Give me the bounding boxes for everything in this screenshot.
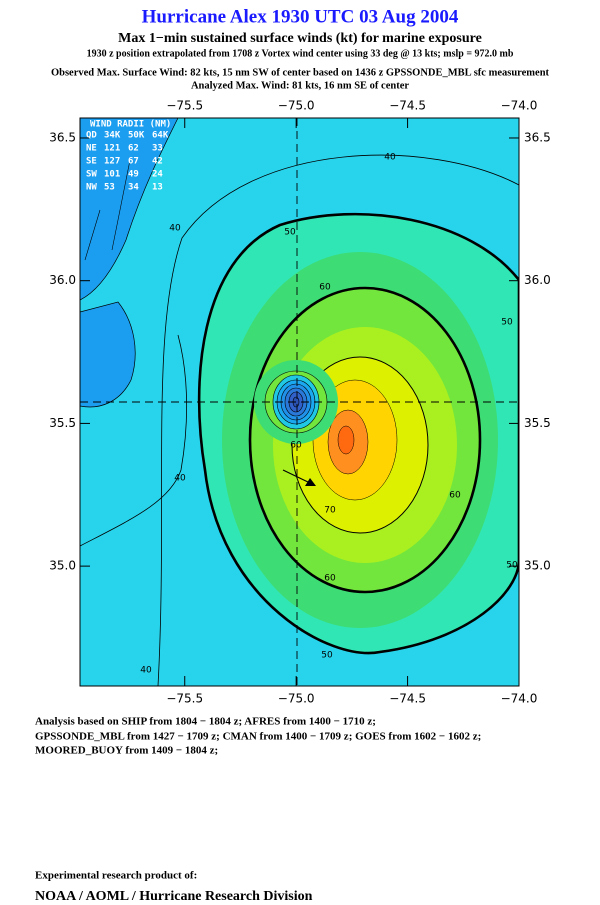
contour-labels: 40 40 40 40 50 50 50 50 60 60 60 60 70 — [140, 153, 518, 676]
contour-label: 40 — [174, 474, 186, 484]
radii-cell: NW — [86, 183, 97, 193]
radii-cell: NE — [86, 144, 97, 154]
y-tick-label: 35.5 — [49, 416, 76, 430]
motion-arrow-head — [305, 478, 316, 486]
radii-title: WIND RADII (NM) — [90, 120, 171, 130]
motion-arrow — [282, 469, 311, 484]
radii-cell: 42 — [152, 157, 163, 167]
y-tick-label: 35.5 — [524, 416, 551, 430]
radii-cell: 67 — [128, 157, 139, 167]
land — [80, 118, 179, 301]
wind-band — [337, 425, 355, 455]
title: Hurricane Alex 1930 UTC 03 Aug 2004 — [142, 6, 459, 27]
radii-header: 34K — [104, 131, 121, 141]
x-tick-label: −75.0 — [278, 692, 315, 706]
footer-note: Experimental research product of: — [35, 870, 197, 882]
contour-label: 40 — [384, 153, 396, 163]
radii-header: 64K — [152, 131, 169, 141]
analyzed-wind: Analyzed Max. Wind: 81 kts, 16 nm SE of … — [191, 80, 409, 91]
contour-label: 50 — [506, 561, 518, 571]
analysis-line: Analysis based on SHIP from 1804 − 1804 … — [35, 716, 376, 728]
axes: −75.5 −75.5 −75.0 −75.0 −74.5 −74.5 −74.0 −74.0… — [49, 99, 550, 706]
radii-cell: 49 — [128, 170, 139, 180]
contour-label: 50 — [321, 651, 333, 661]
radii-cell: 62 — [128, 144, 139, 154]
y-tick-label: 36.0 — [524, 273, 551, 287]
x-tick-label: −74.0 — [501, 692, 538, 706]
contour-label: 70 — [324, 506, 336, 516]
plot-frame — [79, 117, 520, 687]
contour-label: 40 — [169, 224, 181, 234]
radii-cell: 34 — [128, 183, 139, 193]
radii-header: QD — [86, 131, 97, 141]
y-tick-label: 36.5 — [524, 130, 551, 144]
observed-wind: Observed Max. Surface Wind: 82 kts, 15 n… — [51, 67, 550, 78]
radii-cell: 127 — [104, 157, 120, 167]
x-tick-label: −74.0 — [501, 99, 538, 113]
y-tick-label: 35.0 — [524, 559, 551, 573]
radii-cell: 33 — [152, 144, 163, 154]
radii-cell: SE — [86, 157, 97, 167]
x-tick-label: −75.5 — [166, 99, 203, 113]
contour-label: 60 — [319, 283, 331, 293]
contour-line — [157, 154, 519, 686]
x-tick-label: −75.0 — [278, 99, 315, 113]
contour-label: 50 — [284, 228, 296, 238]
contour-label: 60 — [324, 574, 336, 584]
land — [80, 301, 136, 408]
map-field — [80, 118, 519, 686]
subtitle: Max 1−min sustained surface winds (kt) f… — [118, 31, 482, 46]
x-tick-label: −74.5 — [389, 99, 426, 113]
analysis-line: MOORED_BUOY from 1409 − 1804 z; — [35, 745, 218, 757]
analysis-line: GPSSONDE_MBL from 1427 − 1709 z; CMAN fr… — [35, 731, 481, 743]
y-tick-label: 35.0 — [49, 559, 76, 573]
radii-cell: 121 — [104, 144, 120, 154]
radii-header: 50K — [128, 131, 145, 141]
radii-cell: 13 — [152, 183, 163, 193]
coastline — [84, 159, 131, 261]
position-note: 1930 z position extrapolated from 1708 z… — [87, 48, 514, 59]
x-tick-label: −75.5 — [166, 692, 203, 706]
y-tick-label: 36.0 — [49, 273, 76, 287]
y-tick-label: 36.5 — [49, 130, 76, 144]
radii-cell: 101 — [104, 170, 120, 180]
wind-radii: WIND RADII (NM)QD 34K 50K 64K NE 121 62 33 SE 127… — [86, 120, 171, 193]
radii-cell: 53 — [104, 183, 115, 193]
contour-label: 40 — [140, 666, 152, 676]
contour-label: 60 — [290, 441, 302, 451]
radii-cell: 24 — [152, 170, 163, 180]
footer-org: NOAA / AOML / Hurricane Research Divisio… — [35, 889, 313, 904]
contour-label: 60 — [449, 491, 461, 501]
contour-label: 50 — [501, 318, 513, 328]
x-tick-label: −74.5 — [389, 692, 426, 706]
coastline — [80, 334, 188, 547]
radii-cell: SW — [86, 170, 97, 180]
